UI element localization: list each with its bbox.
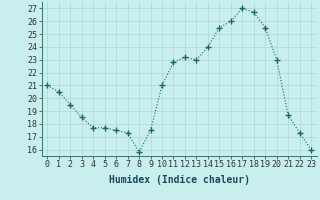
X-axis label: Humidex (Indice chaleur): Humidex (Indice chaleur): [109, 175, 250, 185]
